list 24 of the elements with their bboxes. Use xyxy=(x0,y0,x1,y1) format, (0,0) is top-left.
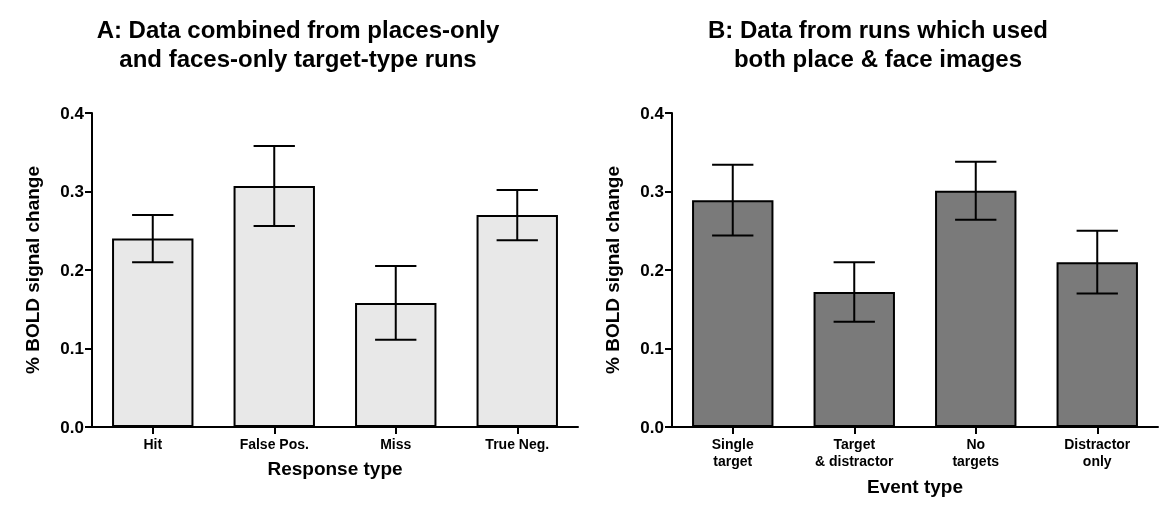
y-axis-title: % BOLD signal change xyxy=(22,166,43,374)
x-tick-label: Hit xyxy=(143,435,163,452)
x-tick-label: Miss xyxy=(380,435,412,452)
y-tick-label: 0.0 xyxy=(60,417,84,437)
x-tick-label: Distractor only xyxy=(1064,435,1131,469)
y-tick-label: 0.1 xyxy=(60,339,84,358)
chart-title: B: Data from runs which used both place & face images xyxy=(707,16,1049,72)
y-tick-label: 0.4 xyxy=(640,103,665,123)
y-tick-label: 0.3 xyxy=(640,182,664,201)
x-tick-label: Target & distractor xyxy=(814,435,895,469)
x-axis-title: Response type xyxy=(267,458,403,479)
y-axis-title: % BOLD signal change xyxy=(602,166,623,374)
x-tick-label: True Neg. xyxy=(485,435,550,452)
chart-title: A: Data combined from places-only and faces-only target-type runs xyxy=(96,16,501,72)
y-tick-label: 0.1 xyxy=(640,339,664,358)
y-tick-label: 0.0 xyxy=(640,417,664,437)
x-tick-label: Single target xyxy=(711,435,754,469)
x-tick-label: False Pos. xyxy=(239,435,309,452)
y-tick-label: 0.4 xyxy=(60,103,85,123)
y-tick-label: 0.2 xyxy=(640,260,664,280)
x-tick-label: No targets xyxy=(952,435,1000,469)
x-axis-title: Event type xyxy=(866,476,964,497)
y-tick-label: 0.3 xyxy=(60,182,84,201)
y-tick-label: 0.2 xyxy=(60,260,84,280)
